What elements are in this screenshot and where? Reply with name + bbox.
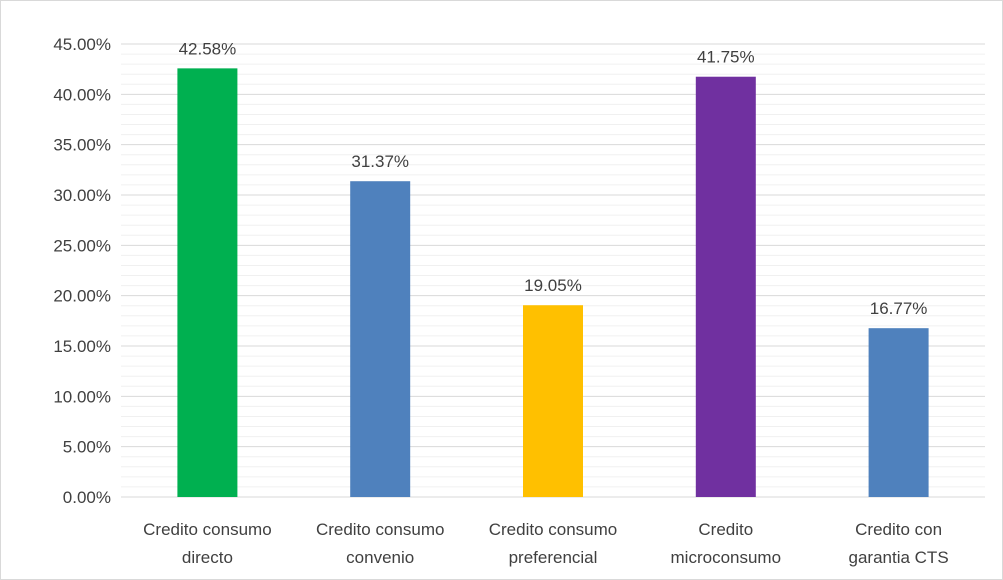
category-label: Credito consumo [489,520,618,539]
bar [177,68,238,498]
category-label: microconsumo [671,548,782,567]
axes: 0.00% 5.00% 10.00% 15.00% 20.00% 25.00% 30.00%… [53,35,985,507]
bar [868,328,929,497]
y-tick-label: 40.00% [53,85,111,104]
data-label: 31.37% [351,152,409,171]
category-label: Credito con [855,520,942,539]
y-tick-label: 10.00% [53,387,111,406]
data-label: 42.58% [179,39,237,58]
bar [695,76,756,497]
y-tick-label: 30.00% [53,186,111,205]
y-tick-label: 5.00% [63,438,111,457]
data-label: 19.05% [524,276,582,295]
category-label: garantia CTS [849,548,949,567]
category-label: Credito [698,520,753,539]
y-tick-label: 15.00% [53,337,111,356]
y-tick-label: 20.00% [53,287,111,306]
bar [523,305,583,497]
labels: 42.58% Credito consumo directo 31.37% Credit… [143,39,949,567]
category-label: preferencial [509,548,598,567]
category-label: Credito consumo [143,520,272,539]
bar [350,181,411,497]
category-label: convenio [346,548,414,567]
y-tick-label: 35.00% [53,136,111,155]
bars [177,68,929,498]
y-tick-label: 45.00% [53,35,111,54]
y-tick-label: 0.00% [63,488,111,507]
data-label: 41.75% [697,48,755,67]
category-label: directo [182,548,233,567]
category-label: Credito consumo [316,520,445,539]
y-tick-label: 25.00% [53,236,111,255]
data-label: 16.77% [870,299,928,318]
